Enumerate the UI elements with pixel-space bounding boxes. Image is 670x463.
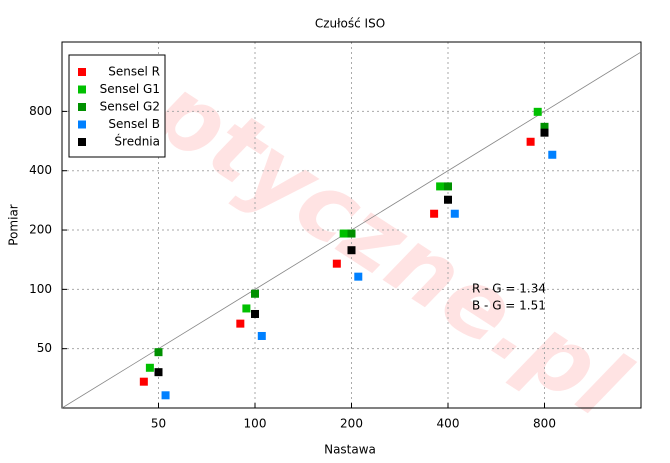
point bbox=[257, 331, 266, 340]
legend-marker bbox=[78, 138, 86, 146]
point bbox=[154, 348, 163, 357]
legend-label: Sensel B bbox=[108, 117, 160, 131]
point bbox=[450, 209, 459, 218]
point bbox=[332, 259, 341, 268]
point bbox=[533, 107, 542, 116]
point bbox=[251, 289, 259, 298]
point bbox=[540, 128, 549, 137]
legend-marker bbox=[78, 120, 86, 129]
legend-label: Sensel R bbox=[108, 65, 160, 79]
annotation: B - G = 1.51 bbox=[472, 299, 546, 313]
point bbox=[339, 229, 348, 238]
point bbox=[347, 246, 356, 255]
chart-title: Czułość ISO bbox=[315, 17, 385, 31]
point bbox=[154, 368, 163, 377]
annotation: R - G = 1.34 bbox=[472, 282, 546, 296]
legend-marker bbox=[78, 68, 86, 76]
y-tick-label: 400 bbox=[29, 163, 52, 177]
legend-label: Średnia bbox=[114, 134, 160, 149]
y-axis-label: Pomiar bbox=[7, 204, 21, 246]
point bbox=[540, 122, 549, 131]
point bbox=[548, 150, 557, 159]
point bbox=[444, 195, 452, 204]
x-tick-label: 100 bbox=[244, 417, 267, 431]
plot-frame bbox=[61, 41, 642, 409]
point bbox=[444, 182, 452, 191]
point bbox=[236, 319, 245, 328]
point bbox=[161, 391, 170, 400]
y-tick-label: 100 bbox=[29, 282, 52, 296]
x-tick-label: 50 bbox=[151, 417, 166, 431]
point bbox=[251, 309, 259, 318]
x-tick-label: 400 bbox=[437, 417, 460, 431]
x-tick-label: 200 bbox=[340, 417, 363, 431]
point bbox=[145, 363, 154, 372]
y-tick-label: 50 bbox=[37, 341, 52, 355]
point bbox=[139, 377, 148, 386]
point bbox=[347, 229, 356, 238]
point bbox=[430, 209, 439, 218]
legend-marker bbox=[78, 103, 86, 111]
point bbox=[354, 272, 363, 281]
x-axis-label: Nastawa bbox=[324, 443, 376, 457]
y-tick-label: 200 bbox=[29, 223, 52, 237]
point bbox=[436, 182, 445, 191]
legend-label: Sensel G2 bbox=[100, 100, 160, 114]
x-tick-label: 800 bbox=[533, 417, 556, 431]
legend-marker bbox=[78, 85, 86, 94]
y-tick-label: 800 bbox=[29, 104, 52, 118]
point bbox=[242, 304, 251, 313]
legend-label: Sensel G1 bbox=[100, 82, 160, 96]
point bbox=[526, 137, 535, 146]
